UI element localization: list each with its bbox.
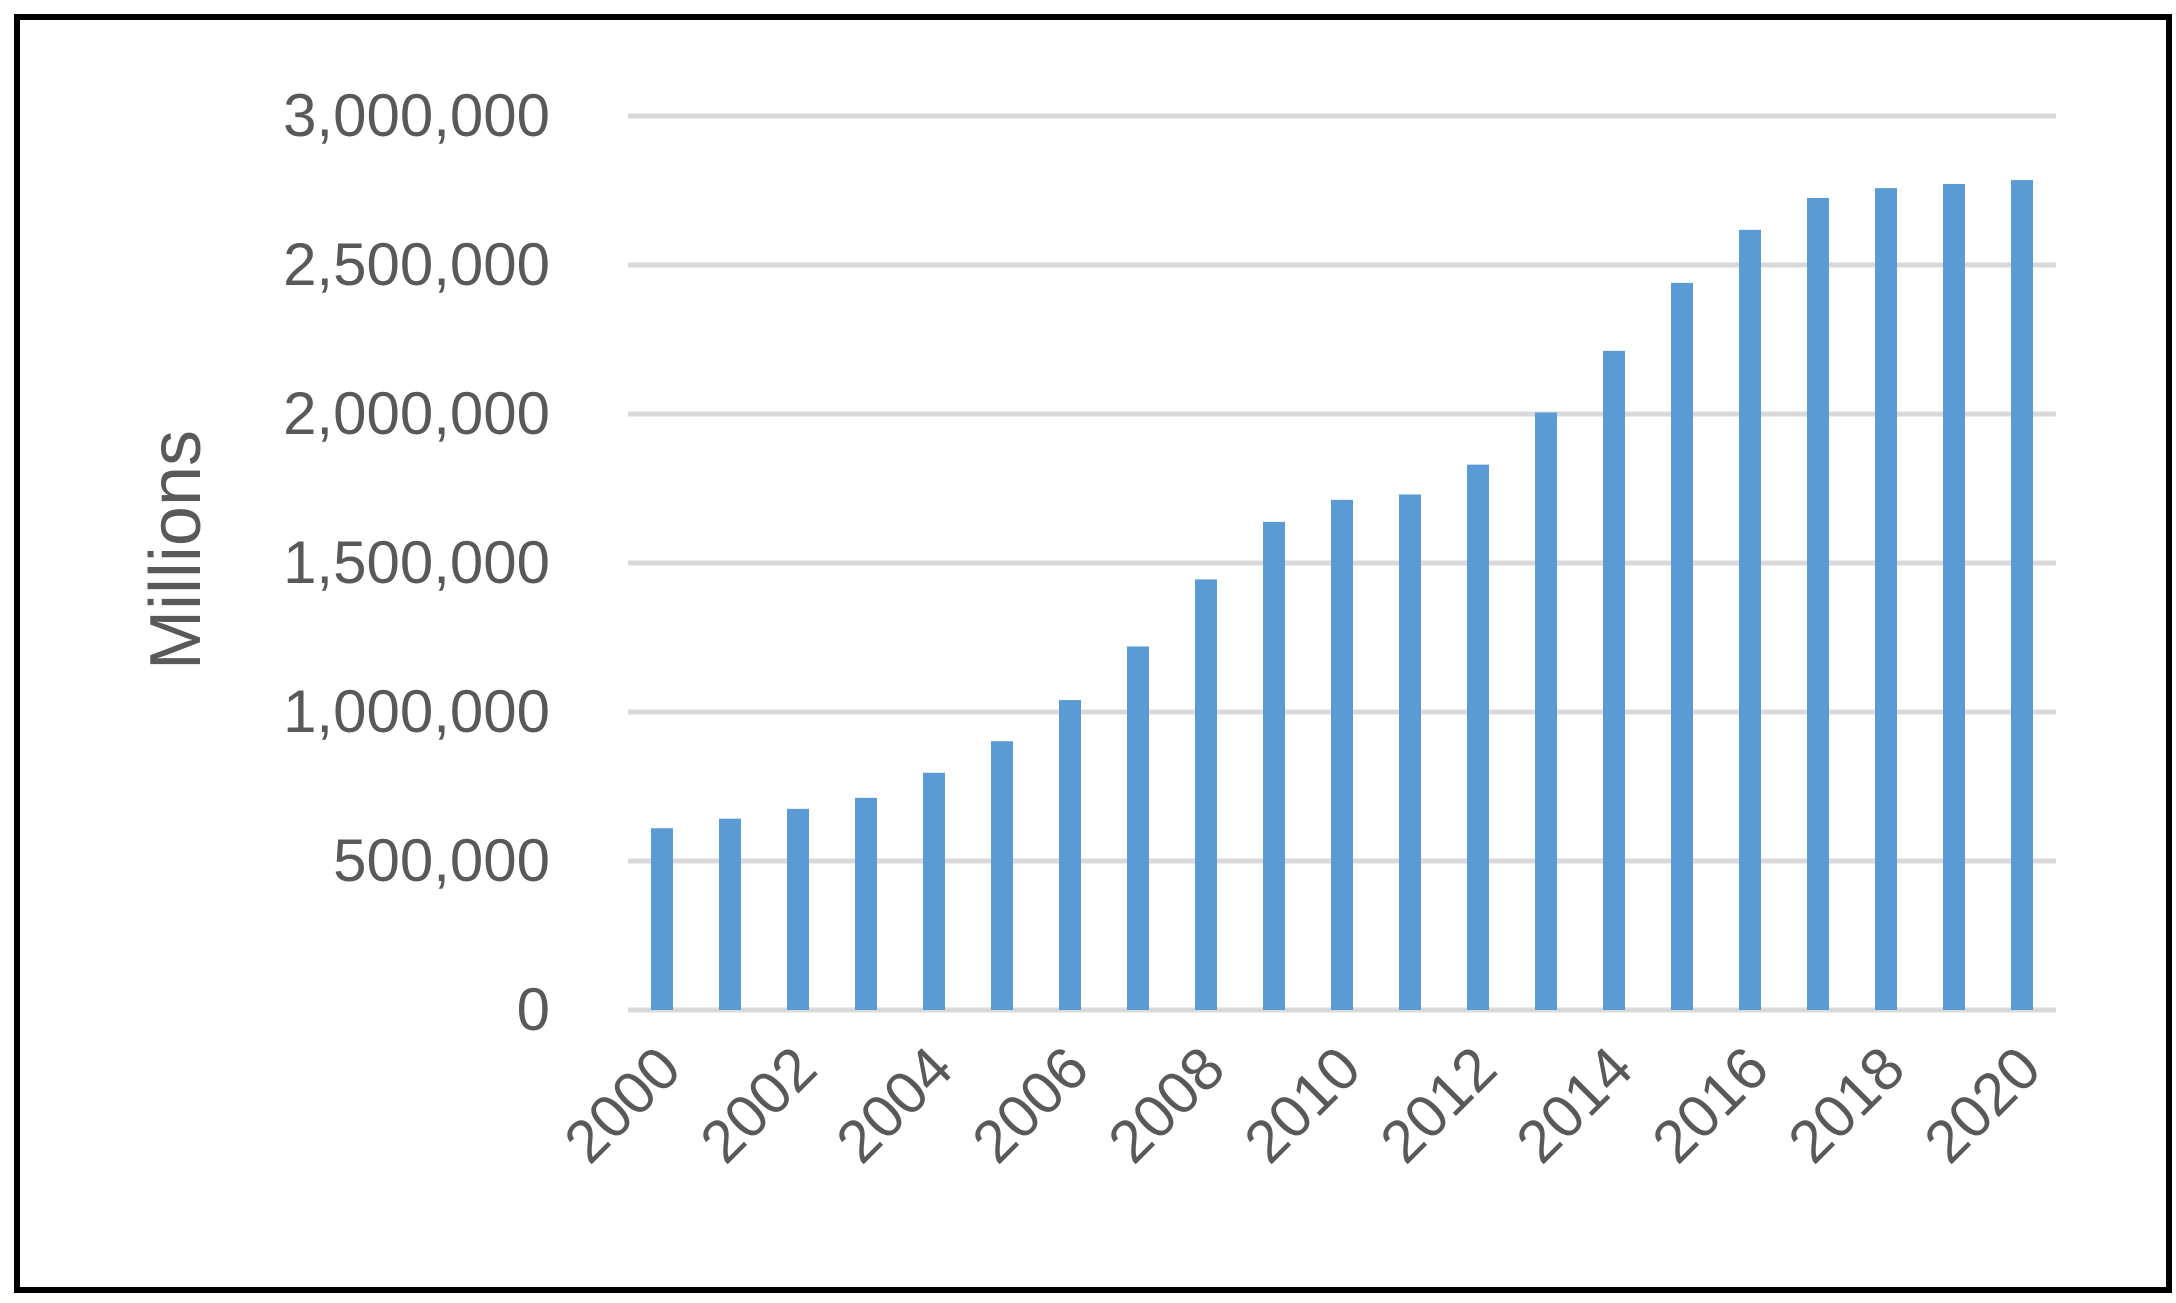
bar-2005	[991, 741, 1013, 1010]
bar-2012	[1467, 464, 1489, 1010]
bar-2006	[1059, 700, 1081, 1010]
bar-2019	[1943, 183, 1965, 1011]
y-tick-label: 2,000,000	[283, 380, 550, 447]
bar-2003	[855, 797, 877, 1010]
bars	[651, 180, 2033, 1011]
y-tick-label: 3,000,000	[283, 82, 550, 149]
y-tick-label: 2,500,000	[283, 231, 550, 298]
bar-2014	[1603, 350, 1625, 1011]
x-tick-label: 2004	[823, 1034, 965, 1176]
bar-2007	[1127, 646, 1149, 1010]
y-tick-label: 1,500,000	[283, 529, 550, 596]
chart-frame: 0 500,000 1,000,000 1,500,000 2,000,000 2,500…	[14, 14, 2172, 1293]
y-tick-label: 500,000	[333, 827, 550, 894]
bar-2002	[787, 808, 809, 1010]
bar-2018	[1875, 188, 1897, 1011]
x-tick-label: 2006	[959, 1034, 1101, 1176]
bar-2013	[1535, 412, 1557, 1010]
bar-2000	[651, 828, 673, 1010]
y-tick-label: 0	[517, 976, 550, 1043]
bar-2015	[1671, 282, 1693, 1010]
x-tick-label: 2018	[1775, 1034, 1917, 1176]
x-tick-label: 2000	[551, 1034, 693, 1176]
bar-2020	[2011, 180, 2033, 1010]
bar-2016	[1739, 229, 1761, 1010]
bar-2009	[1263, 521, 1285, 1010]
bar-2010	[1331, 499, 1353, 1010]
x-tick-label: 2010	[1231, 1034, 1373, 1176]
bar-2017	[1807, 197, 1829, 1010]
x-tick-label: 2020	[1911, 1034, 2053, 1176]
x-tick-label: 2002	[687, 1034, 829, 1176]
x-tick-label: 2012	[1367, 1034, 1509, 1176]
y-tick-label: 1,000,000	[283, 678, 550, 745]
x-axis-ticks: 2000200220042006200820102012201420162018…	[551, 1034, 2053, 1176]
bar-2008	[1195, 579, 1217, 1010]
x-tick-label: 2016	[1639, 1034, 1781, 1176]
bar-2001	[719, 818, 741, 1010]
x-tick-label: 2008	[1095, 1034, 1237, 1176]
bar-2011	[1399, 494, 1421, 1011]
x-tick-label: 2014	[1503, 1034, 1645, 1176]
bar-chart: 0 500,000 1,000,000 1,500,000 2,000,000 2,500…	[136, 82, 2056, 1176]
bar-2004	[923, 772, 945, 1010]
y-axis-ticks: 0 500,000 1,000,000 1,500,000 2,000,000 2,500…	[283, 82, 550, 1043]
y-axis-title: Millions	[136, 430, 216, 670]
